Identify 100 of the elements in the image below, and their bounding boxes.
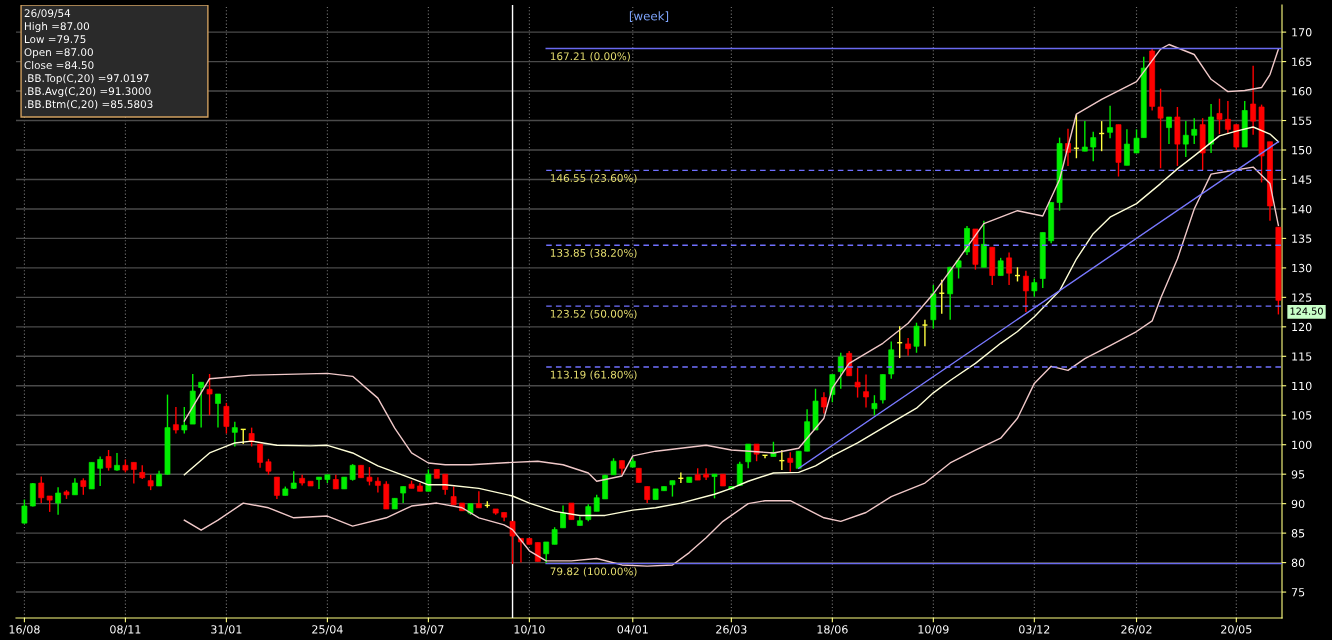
- candlestick: [921, 319, 929, 347]
- y-tick-label: 90: [1291, 499, 1305, 509]
- annotation: .BB.Top(C,20) =97.0197: [25, 74, 149, 85]
- y-tick-label: 115: [1292, 352, 1312, 361]
- x-tick-label: 26/03: [716, 625, 747, 635]
- candlestick: [206, 373, 213, 416]
- line-series: [183, 126, 1280, 517]
- candlestick: [425, 468, 432, 492]
- candlestick: [1031, 277, 1038, 298]
- candlestick: [450, 485, 457, 506]
- candlestick: [366, 466, 373, 487]
- candlestick: [476, 490, 482, 509]
- candlestick: [913, 322, 920, 354]
- candlestick: [1124, 128, 1130, 167]
- candlestick: [745, 443, 752, 469]
- series-label: 146.55 (23.60%): [550, 173, 637, 184]
- y-tick-label: 135: [1292, 234, 1312, 243]
- y-tick-label: 125: [1292, 293, 1312, 302]
- y-tick-label: 100: [1292, 440, 1312, 450]
- y-tick-label: 140: [1292, 204, 1312, 214]
- candlestick: [130, 461, 137, 485]
- y-tick-label: 75: [1291, 588, 1305, 597]
- candlestick: [257, 443, 263, 469]
- x-tick-label: 10/09: [918, 625, 949, 635]
- candlestick: [375, 476, 381, 494]
- candlestick: [854, 367, 861, 399]
- candlestick: [602, 474, 608, 500]
- y-tick-label: 130: [1292, 263, 1312, 273]
- candlestick: [105, 449, 112, 472]
- candlestick: [223, 402, 230, 435]
- y-tick-label: 165: [1292, 57, 1312, 66]
- candlestick: [274, 476, 280, 500]
- annotation: .BB.Btm(C,20) =85.5803: [25, 100, 153, 110]
- candlestick: [316, 476, 322, 490]
- y-tick-label: 170: [1292, 28, 1312, 37]
- candlestick: [980, 220, 987, 268]
- x-tick-label: 10/10: [514, 625, 545, 635]
- candlestick: [55, 486, 61, 516]
- candlestick: [518, 537, 524, 564]
- x-tick-label: 25/04: [312, 625, 343, 635]
- y-tick-label: 105: [1292, 411, 1312, 420]
- y-tick-label: 80: [1291, 558, 1305, 567]
- chart-title: [week]: [629, 11, 669, 22]
- y-tick-label: 85: [1291, 529, 1305, 538]
- candlestick: [711, 473, 718, 500]
- x-tick-label: 16/08: [9, 625, 40, 635]
- y-tick-label: 150: [1292, 145, 1312, 155]
- x-tick-label: 18/06: [817, 625, 848, 635]
- annotation: .BB.Avg(C,20) =91.3000: [25, 87, 151, 98]
- candlestick: [1157, 88, 1164, 169]
- candlestick: [837, 352, 844, 390]
- series-label: 113.19 (61.80%): [550, 370, 637, 380]
- candlestick: [1107, 105, 1113, 139]
- annotation: 124.50: [1290, 307, 1323, 315]
- candlestick: [29, 482, 36, 508]
- candlestick: [534, 541, 541, 563]
- candlestick: [1023, 270, 1029, 313]
- candlestick: [821, 391, 827, 415]
- y-tick-label: 120: [1292, 322, 1312, 332]
- x-tick-label: 20/05: [1221, 625, 1252, 635]
- candlestick: [173, 406, 179, 435]
- y-tick-label: 145: [1292, 175, 1312, 184]
- candlestick: [787, 451, 794, 473]
- annotation: Open =87.00: [24, 48, 93, 59]
- candlestick: [38, 475, 45, 504]
- y-tick-label: 95: [1291, 470, 1305, 479]
- candlestick: [560, 504, 566, 529]
- candlestick: [231, 421, 238, 448]
- x-tick-label: 31/01: [211, 625, 242, 635]
- candlestick: [1133, 128, 1140, 154]
- candlestick: [1216, 98, 1223, 135]
- candlestick: [114, 452, 120, 472]
- candlestick: [21, 498, 28, 525]
- line-series: [183, 43, 1280, 482]
- candlestick: [248, 426, 255, 448]
- x-tick-label: 18/07: [413, 625, 444, 635]
- y-tick-label: 110: [1292, 381, 1312, 391]
- candlestick: [863, 373, 869, 409]
- y-tick-label: 160: [1292, 87, 1312, 96]
- series-label: 133.85 (38.20%): [550, 248, 637, 259]
- annotation: 26/09/54: [24, 9, 71, 18]
- candlestick: [1166, 116, 1172, 145]
- series-label: 79.82 (100.00%): [550, 567, 637, 577]
- line-series: [183, 166, 1280, 567]
- candlestick: [1191, 117, 1198, 145]
- candlestick: [543, 541, 550, 565]
- candlestick: [905, 337, 911, 357]
- annotation: High =87.00: [24, 22, 90, 33]
- candlestick: [509, 520, 516, 565]
- x-tick-label: 26/02: [1121, 625, 1152, 635]
- candlestick: [1081, 120, 1088, 152]
- candlestick: [1006, 251, 1012, 286]
- candlestick: [198, 381, 205, 429]
- x-tick-label: 04/01: [617, 625, 648, 635]
- candlestick: [703, 467, 709, 481]
- candlestick: [181, 406, 188, 435]
- x-tick-label: 03/12: [1019, 625, 1050, 635]
- candlestick: [1250, 65, 1257, 136]
- series-label: 167.21 (0.00%): [550, 52, 630, 62]
- candlestick: [215, 393, 221, 429]
